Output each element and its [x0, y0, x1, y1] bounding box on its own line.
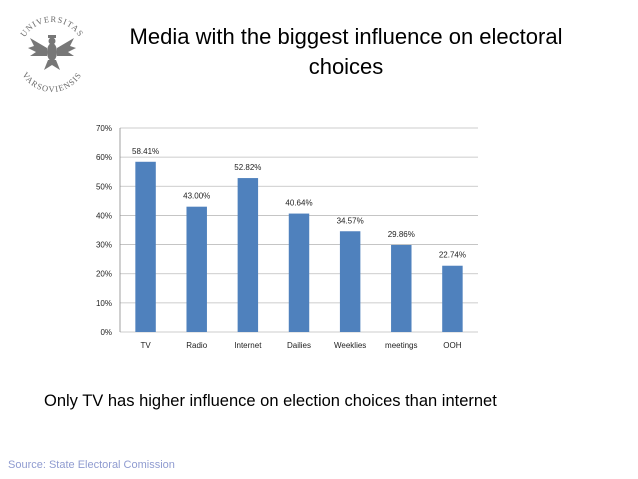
x-tick-label: Dailies [287, 341, 311, 350]
x-tick-label: Weeklies [334, 341, 366, 350]
x-tick-label: Radio [186, 341, 207, 350]
chart-bars [135, 161, 463, 332]
bar-tv [135, 161, 156, 332]
source-note: Source: State Electoral Comission [8, 459, 175, 471]
y-tick-label: 60% [96, 153, 112, 162]
data-label: 43.00% [183, 192, 210, 201]
y-tick-label: 50% [96, 182, 112, 191]
bar-meetings [391, 244, 412, 332]
y-tick-label: 10% [96, 299, 112, 308]
y-tick-label: 70% [96, 124, 112, 133]
data-label: 29.86% [388, 230, 415, 239]
y-tick-label: 40% [96, 211, 112, 220]
slide-caption: Only TV has higher influence on election… [44, 392, 497, 410]
data-label: 34.57% [337, 216, 364, 225]
bar-dailies [288, 213, 310, 332]
data-label: 58.41% [132, 147, 159, 156]
bar-internet [237, 178, 259, 332]
x-tick-label: Internet [234, 341, 262, 350]
bar-ooh [442, 265, 463, 332]
y-tick-label: 0% [100, 328, 112, 337]
university-seal-logo: UNIVERSITAS VARSOVIENSIS [18, 14, 85, 94]
y-tick-label: 20% [96, 270, 112, 279]
bar-radio [186, 206, 207, 332]
x-tick-label: meetings [385, 341, 417, 350]
data-label: 40.64% [285, 199, 312, 208]
data-labels: 58.41% 43.00% 52.82% 40.64% 34.57% 29.86% 22.7… [132, 147, 466, 260]
x-tick-label: TV [140, 341, 151, 350]
y-axis: 0% 10% 20% 30% 40% 50% 60% 70% [96, 124, 121, 337]
x-tick-label: OOH [443, 341, 461, 350]
bar-weeklies [339, 231, 361, 332]
y-tick-label: 30% [96, 241, 112, 250]
x-axis: TV Radio Internet Dailies Weeklies meetings OO… [140, 341, 461, 350]
slide-title: Media with the biggest influence on elec… [129, 24, 563, 79]
data-label: 52.82% [234, 163, 261, 172]
data-label: 22.74% [439, 251, 466, 260]
